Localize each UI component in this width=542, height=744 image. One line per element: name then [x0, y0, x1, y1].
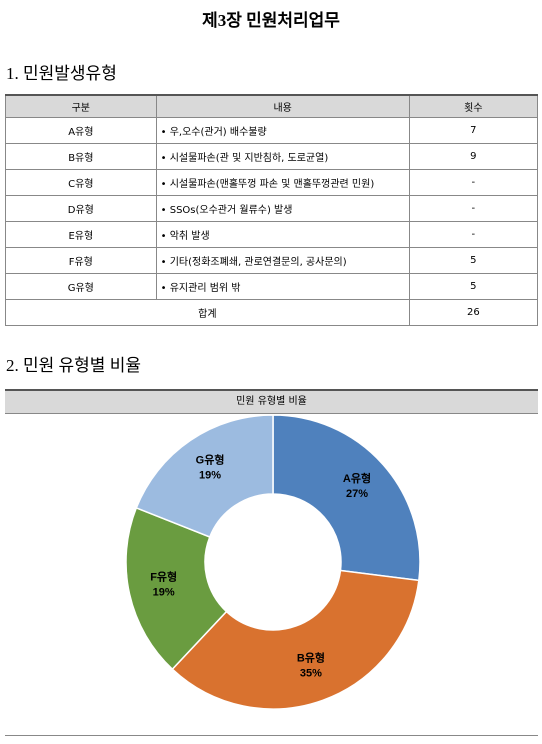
- slice-value: 27%: [346, 488, 368, 500]
- table-cell: 5: [408, 273, 539, 300]
- slice-value: 19%: [153, 586, 175, 598]
- slice-label: G유형: [196, 452, 225, 466]
- table-cell: • SSOs(오수관거 월류수) 발생: [155, 195, 410, 222]
- table-cell: -: [408, 195, 539, 222]
- slice-label: A유형: [343, 471, 371, 485]
- table-cell: 26: [408, 299, 539, 326]
- table-cell: -: [408, 169, 539, 196]
- table-cell: 9: [408, 143, 539, 170]
- table-header: 구분 내용 횟수: [5, 94, 539, 118]
- slice-label: B유형: [297, 650, 325, 664]
- section-heading: 2. 민원 유형별 비율: [6, 356, 141, 375]
- chart: A유형 27% B유형 35% F유형 19% G유형 19%: [125, 414, 421, 710]
- table-row: E유형 • 악취 발생 -: [5, 221, 539, 248]
- table-row: B유형 • 시설물파손(관 및 지반침하, 도로균열) 9: [5, 143, 539, 170]
- section-heading: 1. 민원발생유형: [6, 64, 117, 83]
- chart-title: 민원 유형별 비율: [5, 389, 538, 414]
- table-cell: 7: [408, 117, 539, 144]
- donut-slice: [125, 506, 228, 671]
- table-cell: • 시설물파손(맨홀뚜껑 파손 및 맨홀뚜껑관련 민원): [155, 169, 410, 196]
- table-cell: B유형: [5, 143, 157, 170]
- table-row: D유형 • SSOs(오수관거 월류수) 발생 -: [5, 195, 539, 222]
- slice-value: 19%: [199, 469, 221, 481]
- header-cell: 구분: [5, 94, 157, 118]
- donut-slice: [171, 569, 420, 710]
- total-row: 합계 26: [5, 299, 539, 326]
- table-cell: C유형: [5, 169, 157, 196]
- table-cell: • 기타(정화조폐쇄, 관로연결문의, 공사문의): [155, 247, 410, 274]
- table-cell: E유형: [5, 221, 157, 248]
- table-row: A유형 • 우,오수(관거) 배수불량 7: [5, 117, 539, 144]
- table-cell: • 유지관리 범위 밖: [155, 273, 410, 300]
- donut-slice: [135, 414, 274, 538]
- chart-box: 민원 유형별 비율 A유형 27% B유형 35% F유형 19% G유형 19%: [5, 389, 538, 736]
- table-cell: • 시설물파손(관 및 지반침하, 도로균열): [155, 143, 410, 170]
- table-cell: A유형: [5, 117, 157, 144]
- slice-label: F유형: [150, 569, 177, 583]
- table-cell: D유형: [5, 195, 157, 222]
- doc-title: 제3장 민원처리업무: [202, 11, 340, 30]
- header-cell: 내용: [155, 94, 410, 118]
- table-cell: • 우,오수(관거) 배수불량: [155, 117, 410, 144]
- table-cell: • 악취 발생: [155, 221, 410, 248]
- table-cell: F유형: [5, 247, 157, 274]
- table-row: F유형 • 기타(정화조폐쇄, 관로연결문의, 공사문의) 5: [5, 247, 539, 274]
- table-cell: 5: [408, 247, 539, 274]
- table-cell: 합계: [5, 299, 410, 326]
- donut-slice: [272, 414, 421, 582]
- header-cell: 횟수: [408, 94, 539, 118]
- table: 구분 내용 횟수 A유형 • 우,오수(관거) 배수불량 7 B유형 • 시설물파손(관 및 …: [5, 94, 539, 326]
- table-row: C유형 • 시설물파손(맨홀뚜껑 파손 및 맨홀뚜껑관련 민원) -: [5, 169, 539, 196]
- table-cell: G유형: [5, 273, 157, 300]
- table-cell: -: [408, 221, 539, 248]
- slice-value: 35%: [300, 667, 322, 679]
